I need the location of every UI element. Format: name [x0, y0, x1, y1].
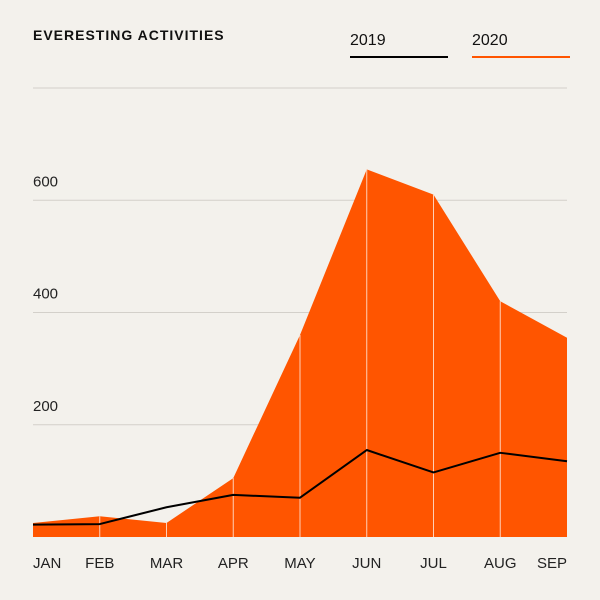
legend-label-2020: 2020 [472, 32, 508, 49]
legend-label-2019: 2019 [350, 32, 386, 49]
legend-item-2020: 2020 [472, 32, 570, 58]
x-tick-may: MAY [284, 555, 315, 572]
x-tick-apr: APR [218, 555, 249, 572]
y-tick-600: 600 [33, 173, 58, 190]
x-tick-jun: JUN [352, 555, 381, 572]
legend-swatch-2019 [350, 56, 448, 58]
y-tick-400: 400 [33, 286, 58, 303]
x-tick-jan: JAN [33, 555, 61, 572]
legend-swatch-2020 [472, 56, 570, 58]
legend-item-2019: 2019 [350, 32, 448, 58]
x-tick-aug: AUG [484, 555, 517, 572]
x-tick-feb: FEB [85, 555, 114, 572]
x-tick-sep: SEP [537, 555, 567, 572]
y-tick-200: 200 [33, 398, 58, 415]
chart-title: EVERESTING ACTIVITIES [33, 27, 225, 43]
x-tick-mar: MAR [150, 555, 184, 572]
x-tick-jul: JUL [420, 555, 447, 572]
